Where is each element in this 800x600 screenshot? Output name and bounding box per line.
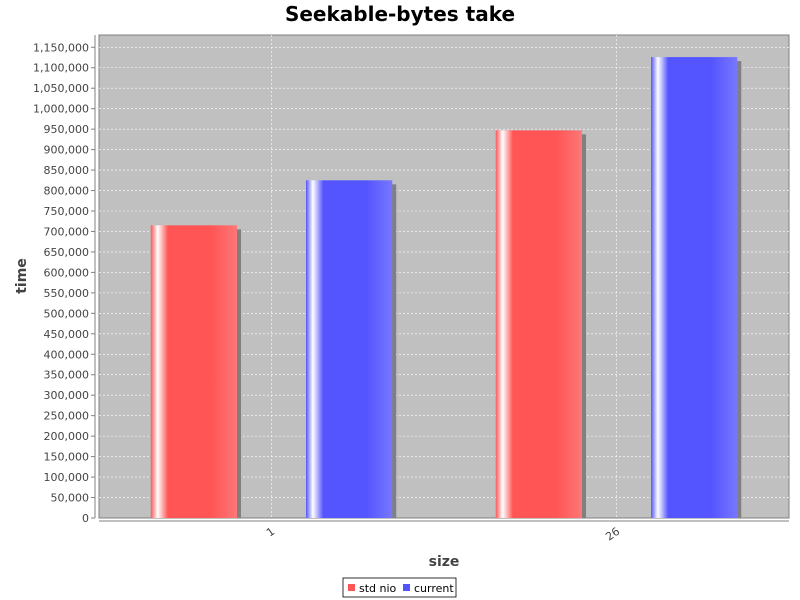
legend-swatch [348, 584, 355, 591]
y-tick-label: 750,000 [44, 205, 90, 218]
y-tick-label: 450,000 [44, 328, 90, 341]
y-tick-label: 700,000 [44, 225, 90, 238]
y-tick-label: 500,000 [44, 307, 90, 320]
legend-box [342, 577, 457, 598]
x-tick-label: 1 [264, 525, 277, 540]
legend-label: current [414, 582, 454, 595]
gridlines [99, 35, 789, 518]
y-tick-label: 50,000 [51, 492, 90, 505]
x-axis-label: size [429, 554, 460, 570]
chart-title: Seekable-bytes take [285, 2, 515, 26]
bar-current-1 [306, 180, 393, 518]
y-tick-label: 100,000 [44, 471, 90, 484]
bar-std-nio-1 [150, 225, 237, 518]
legend-swatch [403, 584, 410, 591]
bars [150, 57, 742, 518]
y-tick-label: 550,000 [44, 287, 90, 300]
y-tick-label: 650,000 [44, 246, 90, 259]
x-axis-ticks: 1 26 [264, 525, 622, 544]
legend-label: std nio [359, 582, 397, 595]
y-tick-label: 400,000 [44, 348, 90, 361]
y-tick-label: 1,100,000 [33, 62, 89, 75]
y-tick-label: 850,000 [44, 164, 90, 177]
bar-std-nio-26 [495, 130, 582, 518]
y-tick-label: 250,000 [44, 410, 90, 423]
y-axis-label: time [14, 258, 30, 294]
y-tick-label: 800,000 [44, 185, 90, 198]
x-tick-label: 26 [603, 525, 622, 544]
y-tick-label: 0 [82, 512, 89, 525]
y-tick-label: 150,000 [44, 451, 90, 464]
y-tick-label: 1,150,000 [33, 41, 89, 54]
y-tick-label: 900,000 [44, 144, 90, 157]
y-tick-label: 1,050,000 [33, 82, 89, 95]
legend: std nio current [342, 577, 457, 598]
y-tick-label: 600,000 [44, 266, 90, 279]
bar-current-26 [651, 57, 738, 518]
y-axis-ticks: 0 50,000 100,000 150,000 200,000 250,000 300,0… [33, 41, 95, 525]
y-tick-label: 350,000 [44, 369, 90, 382]
y-tick-label: 300,000 [44, 389, 90, 402]
y-tick-label: 200,000 [44, 430, 90, 443]
y-tick-label: 950,000 [44, 123, 90, 136]
y-tick-label: 1,000,000 [33, 103, 89, 116]
